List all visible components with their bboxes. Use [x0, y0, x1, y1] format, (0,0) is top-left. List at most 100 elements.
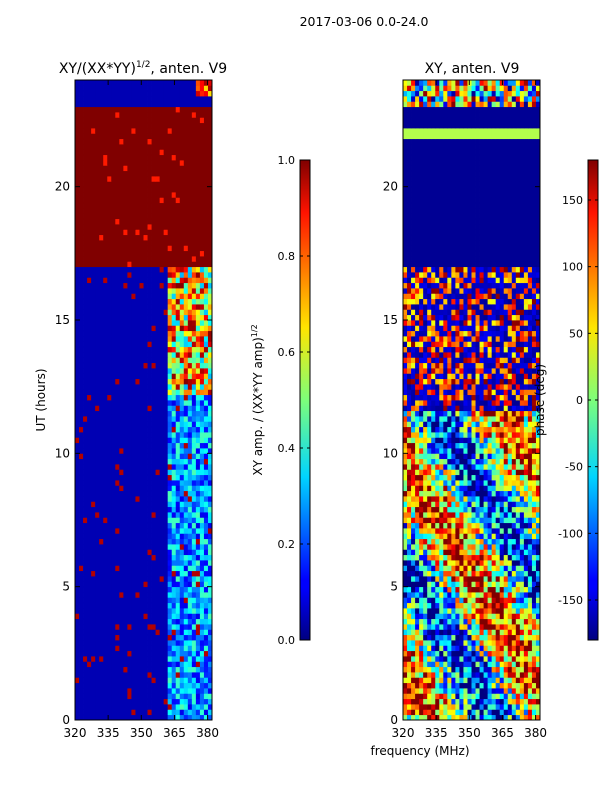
heatmap-cell: [123, 613, 127, 619]
heatmap-cell: [443, 597, 447, 603]
heatmap-cell: [447, 709, 451, 715]
heatmap-cell: [83, 672, 87, 678]
heatmap-cell: [75, 283, 79, 289]
heatmap-cell: [176, 363, 180, 369]
heatmap-cell: [423, 704, 427, 710]
heatmap-cell: [192, 389, 196, 395]
heatmap-cell: [176, 576, 180, 582]
heatmap-cell: [180, 405, 184, 411]
heatmap-cell: [107, 661, 111, 667]
heatmap-cell: [196, 485, 200, 491]
heatmap-cell: [196, 192, 200, 198]
heatmap-cell: [500, 704, 504, 710]
heatmap-cell: [119, 320, 123, 326]
heatmap-cell: [184, 341, 188, 347]
heatmap-cell: [99, 485, 103, 491]
heatmap-cell: [87, 288, 91, 294]
heatmap-cell: [467, 624, 471, 630]
heatmap-cell: [516, 677, 520, 683]
heatmap-cell: [419, 651, 423, 657]
heatmap-cell: [200, 85, 204, 91]
heatmap-cell: [156, 368, 160, 374]
heatmap-cell: [188, 304, 192, 310]
heatmap-cell: [455, 699, 459, 705]
heatmap-cell: [139, 107, 143, 113]
heatmap-cell: [403, 592, 407, 598]
heatmap-cell: [95, 443, 99, 449]
y-tick-label: 0: [62, 713, 70, 727]
heatmap-cell: [91, 176, 95, 182]
heatmap-cell: [520, 624, 524, 630]
heatmap-cell: [172, 357, 176, 363]
heatmap-cell: [95, 485, 99, 491]
heatmap-cell: [200, 160, 204, 166]
heatmap-cell: [204, 176, 208, 182]
heatmap-cell: [148, 565, 152, 571]
heatmap-cell: [204, 693, 208, 699]
heatmap-cell: [131, 101, 135, 107]
heatmap-cell: [455, 608, 459, 614]
heatmap-cell: [75, 117, 79, 123]
heatmap-cell: [91, 603, 95, 609]
heatmap-cell: [512, 661, 516, 667]
heatmap-cell: [176, 256, 180, 262]
heatmap-cell: [103, 363, 107, 369]
heatmap-cell: [204, 699, 208, 705]
heatmap-cell: [87, 128, 91, 134]
heatmap-cell: [184, 501, 188, 507]
heatmap-cell: [488, 693, 492, 699]
heatmap-cell: [156, 272, 160, 278]
heatmap-cell: [407, 640, 411, 646]
heatmap-cell: [168, 421, 172, 427]
heatmap-cell: [192, 384, 196, 390]
heatmap-cell: [180, 245, 184, 251]
heatmap-cell: [152, 464, 156, 470]
heatmap-cell: [127, 619, 131, 625]
heatmap-cell: [204, 368, 208, 374]
heatmap-cell: [180, 571, 184, 577]
heatmap-cell: [127, 597, 131, 603]
heatmap-cell: [443, 656, 447, 662]
heatmap-cell: [192, 101, 196, 107]
heatmap-cell: [156, 363, 160, 369]
heatmap-cell: [172, 171, 176, 177]
heatmap-cell: [148, 501, 152, 507]
heatmap-cell: [103, 171, 107, 177]
heatmap-cell: [75, 619, 79, 625]
heatmap-cell: [180, 91, 184, 97]
heatmap-cell: [115, 432, 119, 438]
heatmap-cell: [532, 683, 536, 689]
heatmap-cell: [168, 384, 172, 390]
heatmap-cell: [107, 469, 111, 475]
heatmap-cell: [192, 475, 196, 481]
heatmap-cell: [180, 437, 184, 443]
heatmap-cell: [115, 325, 119, 331]
heatmap-cell: [79, 107, 83, 113]
heatmap-cell: [139, 123, 143, 129]
heatmap-cell: [196, 491, 200, 497]
heatmap-cell: [520, 677, 524, 683]
heatmap-cell: [107, 256, 111, 262]
heatmap-cell: [75, 587, 79, 593]
heatmap-cell: [427, 677, 431, 683]
heatmap-cell: [119, 459, 123, 465]
heatmap-cell: [504, 688, 508, 694]
heatmap-cell: [115, 229, 119, 235]
heatmap-cell: [407, 645, 411, 651]
heatmap-cell: [176, 96, 180, 102]
heatmap-cell: [79, 400, 83, 406]
heatmap-cell: [87, 187, 91, 193]
heatmap-cell: [144, 347, 148, 353]
heatmap-cell: [131, 283, 135, 289]
heatmap-cell: [415, 608, 419, 614]
heatmap-cell: [123, 699, 127, 705]
heatmap-cell: [119, 683, 123, 689]
heatmap-cell: [180, 672, 184, 678]
heatmap-cell: [103, 555, 107, 561]
heatmap-cell: [83, 101, 87, 107]
heatmap-cell: [188, 309, 192, 315]
heatmap-cell: [87, 672, 91, 678]
heatmap-cell: [135, 448, 139, 454]
heatmap-cell: [135, 683, 139, 689]
heatmap-cell: [168, 613, 172, 619]
